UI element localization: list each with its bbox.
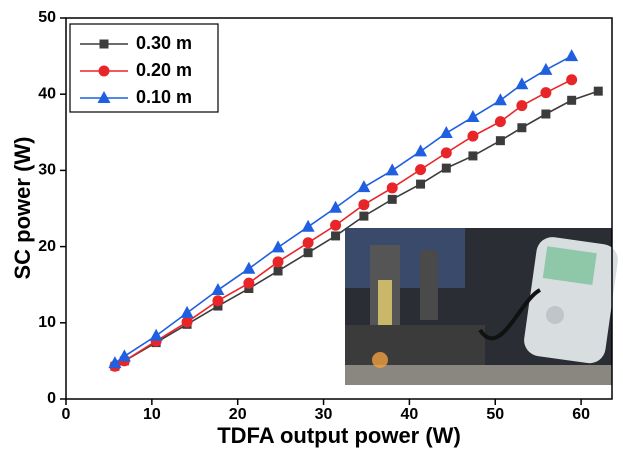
- data-point: [243, 277, 255, 289]
- data-point: [416, 179, 426, 189]
- data-point: [331, 231, 341, 241]
- y-tick-label: 20: [38, 238, 56, 255]
- legend-label: 0.20 m: [136, 60, 192, 80]
- y-tick-label: 30: [38, 162, 56, 179]
- data-point: [385, 163, 399, 176]
- x-tick-label: 30: [315, 406, 333, 423]
- y-tick-label: 0: [47, 390, 56, 407]
- data-point: [357, 180, 371, 193]
- data-point: [181, 316, 193, 328]
- data-point: [517, 123, 527, 133]
- data-point: [414, 144, 428, 157]
- x-tick-label: 10: [143, 406, 161, 423]
- data-point: [330, 219, 342, 231]
- x-tick-label: 60: [572, 406, 590, 423]
- data-point: [358, 199, 370, 211]
- data-point: [108, 356, 122, 369]
- data-point: [301, 219, 315, 232]
- data-point: [494, 116, 506, 128]
- data-point: [211, 283, 225, 296]
- data-point: [359, 211, 369, 221]
- legend-marker: [99, 39, 109, 49]
- x-axis-title: TDFA output power (W): [217, 423, 461, 448]
- x-tick-label: 50: [486, 406, 504, 423]
- x-tick-label: 20: [229, 406, 247, 423]
- data-point: [117, 349, 131, 362]
- y-tick-label: 40: [38, 85, 56, 102]
- plot-frame: [65, 17, 613, 400]
- data-point: [180, 305, 194, 318]
- data-point: [441, 163, 451, 173]
- data-point: [329, 200, 343, 213]
- data-point: [516, 100, 528, 112]
- data-point: [271, 240, 285, 253]
- data-point: [272, 256, 284, 268]
- data-point: [567, 95, 577, 105]
- data-point: [468, 151, 478, 161]
- y-axis-title: SC power (W): [10, 137, 35, 280]
- data-point: [242, 261, 256, 274]
- data-point: [273, 266, 283, 276]
- data-point: [149, 328, 163, 341]
- data-point: [386, 182, 398, 194]
- data-point: [566, 74, 578, 86]
- data-point: [415, 164, 427, 176]
- data-point: [493, 93, 507, 106]
- data-point: [539, 62, 553, 75]
- data-point: [387, 194, 397, 204]
- legend-label: 0.10 m: [136, 87, 192, 107]
- x-tick-label: 40: [400, 406, 418, 423]
- y-tick-label: 50: [38, 9, 56, 26]
- data-point: [466, 110, 480, 123]
- x-tick-label: 0: [62, 406, 71, 423]
- legend-label: 0.30 m: [136, 33, 192, 53]
- data-point: [439, 126, 453, 139]
- data-point: [540, 87, 552, 99]
- data-point: [467, 130, 479, 142]
- data-point: [302, 237, 314, 249]
- y-tick-label: 10: [38, 314, 56, 331]
- data-point: [495, 136, 505, 146]
- data-point: [515, 77, 529, 90]
- inset-photo: [345, 228, 618, 385]
- legend-marker: [97, 91, 111, 103]
- data-point: [565, 49, 579, 62]
- legend-marker: [98, 65, 110, 77]
- data-point: [593, 86, 603, 96]
- data-point: [541, 109, 551, 119]
- data-point: [440, 147, 452, 159]
- data-point: [212, 295, 224, 307]
- data-point: [303, 248, 313, 258]
